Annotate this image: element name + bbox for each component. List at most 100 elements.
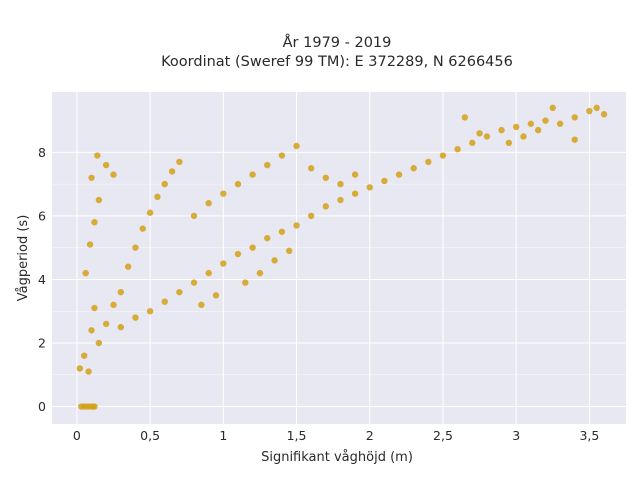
data-point — [161, 298, 168, 305]
data-point — [351, 171, 359, 178]
data-point — [395, 171, 403, 178]
data-point — [146, 209, 154, 216]
data-point — [190, 279, 198, 286]
plot-area — [52, 92, 626, 424]
x-axis-label: Signifikant våghöjd (m) — [261, 450, 413, 465]
data-point — [505, 139, 513, 147]
y-tick-label: 8 — [38, 145, 46, 160]
data-point — [307, 165, 315, 172]
y-axis-label: Vågperiod (s) — [16, 215, 31, 302]
data-point — [271, 257, 278, 264]
x-tick-label: 0 — [73, 428, 81, 443]
data-point — [117, 288, 125, 296]
data-point — [88, 327, 95, 334]
data-points — [76, 104, 608, 410]
data-point — [102, 320, 110, 328]
data-point — [571, 114, 578, 121]
x-tick-label: 1 — [219, 428, 227, 443]
data-point — [293, 142, 300, 150]
data-point — [94, 152, 101, 159]
data-point — [76, 365, 84, 372]
data-point — [593, 104, 600, 112]
data-point — [542, 117, 549, 124]
data-point — [512, 123, 520, 131]
data-point — [139, 225, 146, 232]
data-point — [278, 152, 286, 159]
y-tick-label: 0 — [38, 399, 46, 414]
y-gridlines — [52, 151, 626, 408]
data-point — [91, 219, 98, 226]
y-tick-label: 4 — [38, 272, 46, 287]
data-point — [88, 174, 95, 181]
x-tick-label: 2 — [366, 428, 374, 443]
data-point — [264, 234, 271, 242]
data-point — [286, 247, 293, 255]
data-point — [425, 158, 432, 166]
data-point — [205, 199, 212, 207]
data-point — [307, 212, 315, 220]
data-point — [146, 308, 154, 315]
data-point — [234, 180, 242, 188]
y-tick-label: 6 — [38, 208, 46, 223]
x-tick-label: 0,5 — [140, 428, 160, 443]
x-tick-label: 2,5 — [433, 428, 453, 443]
data-point — [534, 126, 542, 134]
data-point — [85, 368, 92, 375]
data-point — [132, 244, 139, 251]
data-point — [366, 184, 373, 191]
data-point — [351, 190, 359, 197]
y-tick-label: 2 — [38, 335, 46, 350]
data-point — [110, 301, 117, 309]
data-point — [198, 301, 205, 309]
data-point — [205, 269, 212, 277]
data-point — [483, 133, 491, 140]
data-point — [256, 269, 264, 277]
data-point — [102, 161, 110, 169]
data-point — [190, 212, 198, 220]
data-point — [469, 139, 476, 147]
data-point — [571, 136, 578, 143]
x-tick-labels: 0 0,5 1 1,5 2 2,5 3 3,5 — [73, 428, 599, 443]
x-tick-label: 3 — [512, 428, 520, 443]
data-point — [110, 171, 117, 178]
data-point — [176, 158, 183, 166]
data-point — [81, 352, 88, 359]
x-tick-label: 3,5 — [579, 428, 599, 443]
data-point — [461, 114, 469, 121]
data-point — [220, 190, 227, 197]
data-point — [322, 174, 330, 181]
data-point — [439, 152, 447, 159]
data-point — [337, 180, 344, 188]
chart-title: År 1979 - 2019 — [283, 34, 392, 51]
data-point — [242, 279, 249, 286]
data-point — [132, 314, 139, 321]
data-point — [220, 260, 227, 267]
data-point — [91, 403, 98, 410]
data-point — [212, 292, 220, 299]
data-point — [410, 165, 417, 172]
data-point — [176, 288, 183, 296]
chart-subtitle: Koordinat (Sweref 99 TM): E 372289, N 62… — [161, 54, 513, 70]
data-point — [234, 250, 242, 258]
data-point — [278, 228, 286, 235]
data-point — [95, 339, 103, 347]
data-point — [498, 126, 505, 134]
data-point — [82, 269, 89, 277]
data-point — [476, 130, 483, 137]
data-point — [527, 120, 535, 127]
data-point — [556, 120, 564, 127]
data-point — [337, 196, 344, 204]
data-point — [249, 171, 256, 178]
data-point — [168, 168, 176, 175]
y-tick-labels: 0 2 4 6 8 — [38, 145, 46, 414]
data-point — [586, 107, 593, 115]
data-point — [264, 161, 271, 169]
data-point — [454, 145, 461, 153]
data-point — [549, 104, 556, 112]
data-point — [86, 241, 94, 248]
data-point — [91, 304, 98, 312]
data-point — [249, 244, 256, 251]
data-point — [322, 203, 330, 210]
data-point — [117, 323, 125, 331]
